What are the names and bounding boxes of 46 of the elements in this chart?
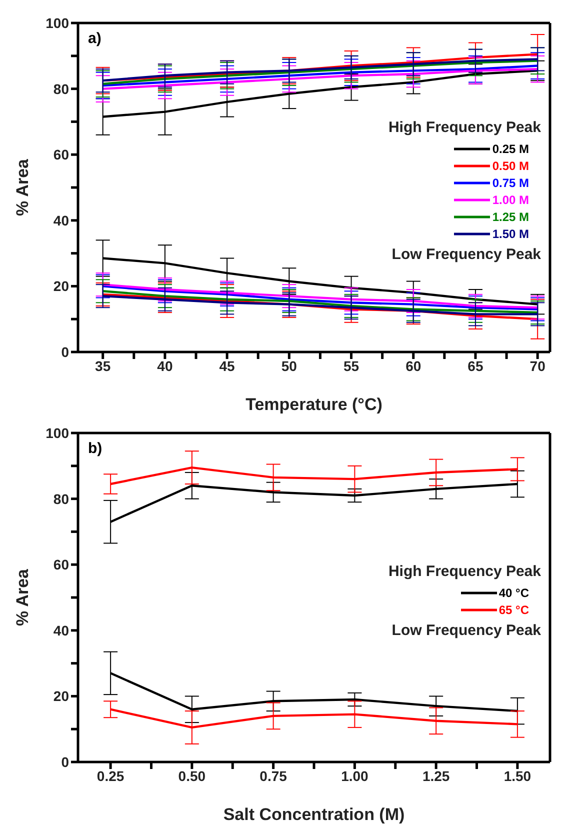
x-tick-label: 40 [157,358,173,374]
y-tick-label: 20 [53,688,70,704]
annotation: High Frequency Peak [388,563,541,580]
y-tick-label: 40 [53,212,70,228]
x-axis-title: Temperature (°C) [246,395,382,414]
legend-label: 0.25 M [492,142,529,156]
legend-label: 40 °C [498,586,529,600]
y-tick-label: 0 [61,344,70,360]
x-tick-label: 0.75 [260,768,288,784]
x-tick-label: 1.25 [422,768,450,784]
legend-label: 0.50 M [492,158,529,172]
y-tick-label: 60 [53,146,70,163]
y-axis-title: % Area [13,568,32,626]
x-tick-label: 55 [343,358,360,374]
x-tick-label: 35 [95,358,111,374]
y-axis-title: % Area [13,158,32,216]
y-tick-label: 60 [53,556,70,573]
legend-label: 65 °C [498,602,529,616]
y-tick-label: 80 [53,490,70,507]
x-axis-title: Salt Concentration (M) [223,805,405,824]
x-tick-label: 70 [530,358,546,374]
y-tick-label: 40 [53,622,70,638]
line-series [102,293,539,320]
text: b) [88,440,102,457]
x-tick-label: 1.00 [341,768,369,784]
text: a) [88,30,102,47]
x-tick-label: 45 [219,358,236,374]
y-tick-label: 80 [53,80,70,97]
x-tick-label: 50 [281,358,298,374]
annotation: High Frequency Peak [388,119,541,136]
y-tick-label: 100 [46,424,70,441]
y-tick-label: 20 [53,278,70,294]
legend-label: 1.00 M [492,192,529,206]
legend-label: 0.75 M [492,176,529,190]
x-tick-label: 60 [406,358,422,374]
y-tick-label: 100 [46,14,70,31]
x-tick-label: 1.50 [504,768,532,784]
legend-label: 1.25 M [492,210,529,224]
annotation: Low Frequency Peak [392,246,541,263]
legend-label: 1.50 M [492,226,529,240]
line-series [102,290,539,314]
y-tick-label: 0 [61,754,70,770]
annotation: Low Frequency Peak [392,622,541,639]
x-tick-label: 65 [468,358,484,374]
x-tick-label: 0.25 [96,768,124,784]
x-tick-label: 0.50 [178,768,206,784]
